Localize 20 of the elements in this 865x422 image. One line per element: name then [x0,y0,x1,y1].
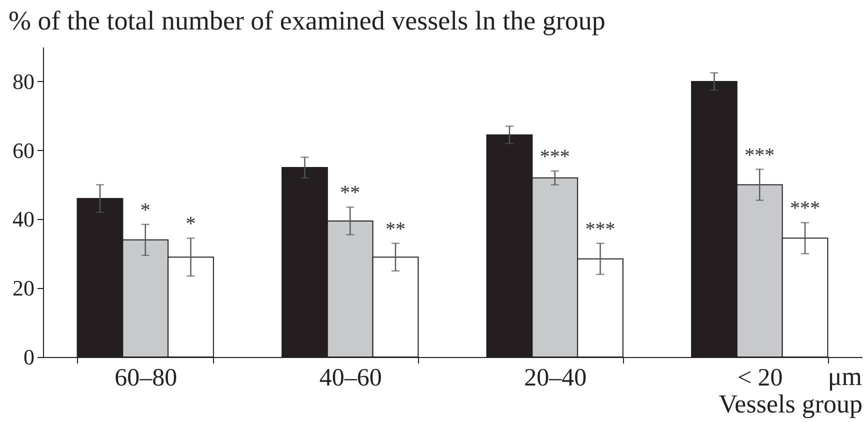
x-tick-label: 20–40 [524,364,587,392]
text: μm [828,362,862,391]
data-label: * [140,199,150,222]
data-label: *** [744,144,775,166]
x-tick-label: 40–60 [319,364,382,392]
y-tick-label: 0 [24,344,34,370]
data-label: ** [340,182,360,204]
data-label: * [186,213,196,236]
y-tick-label: 40 [12,206,34,232]
y-tick-label: 20 [12,276,34,301]
x-tick-label: 60–80 [114,364,178,392]
x-axis-title: Vessels group [718,390,862,418]
y-tick-label: 80 [12,68,34,94]
data-label: *** [540,146,570,168]
data-label: *** [585,218,616,240]
y-axis-title: % of the total number of examined vessels ln the group [8,6,606,36]
data-label: ** [386,218,406,240]
x-tick-label: < 20 [737,364,783,392]
y-tick-label: 60 [12,138,34,163]
data-label: *** [790,198,820,220]
